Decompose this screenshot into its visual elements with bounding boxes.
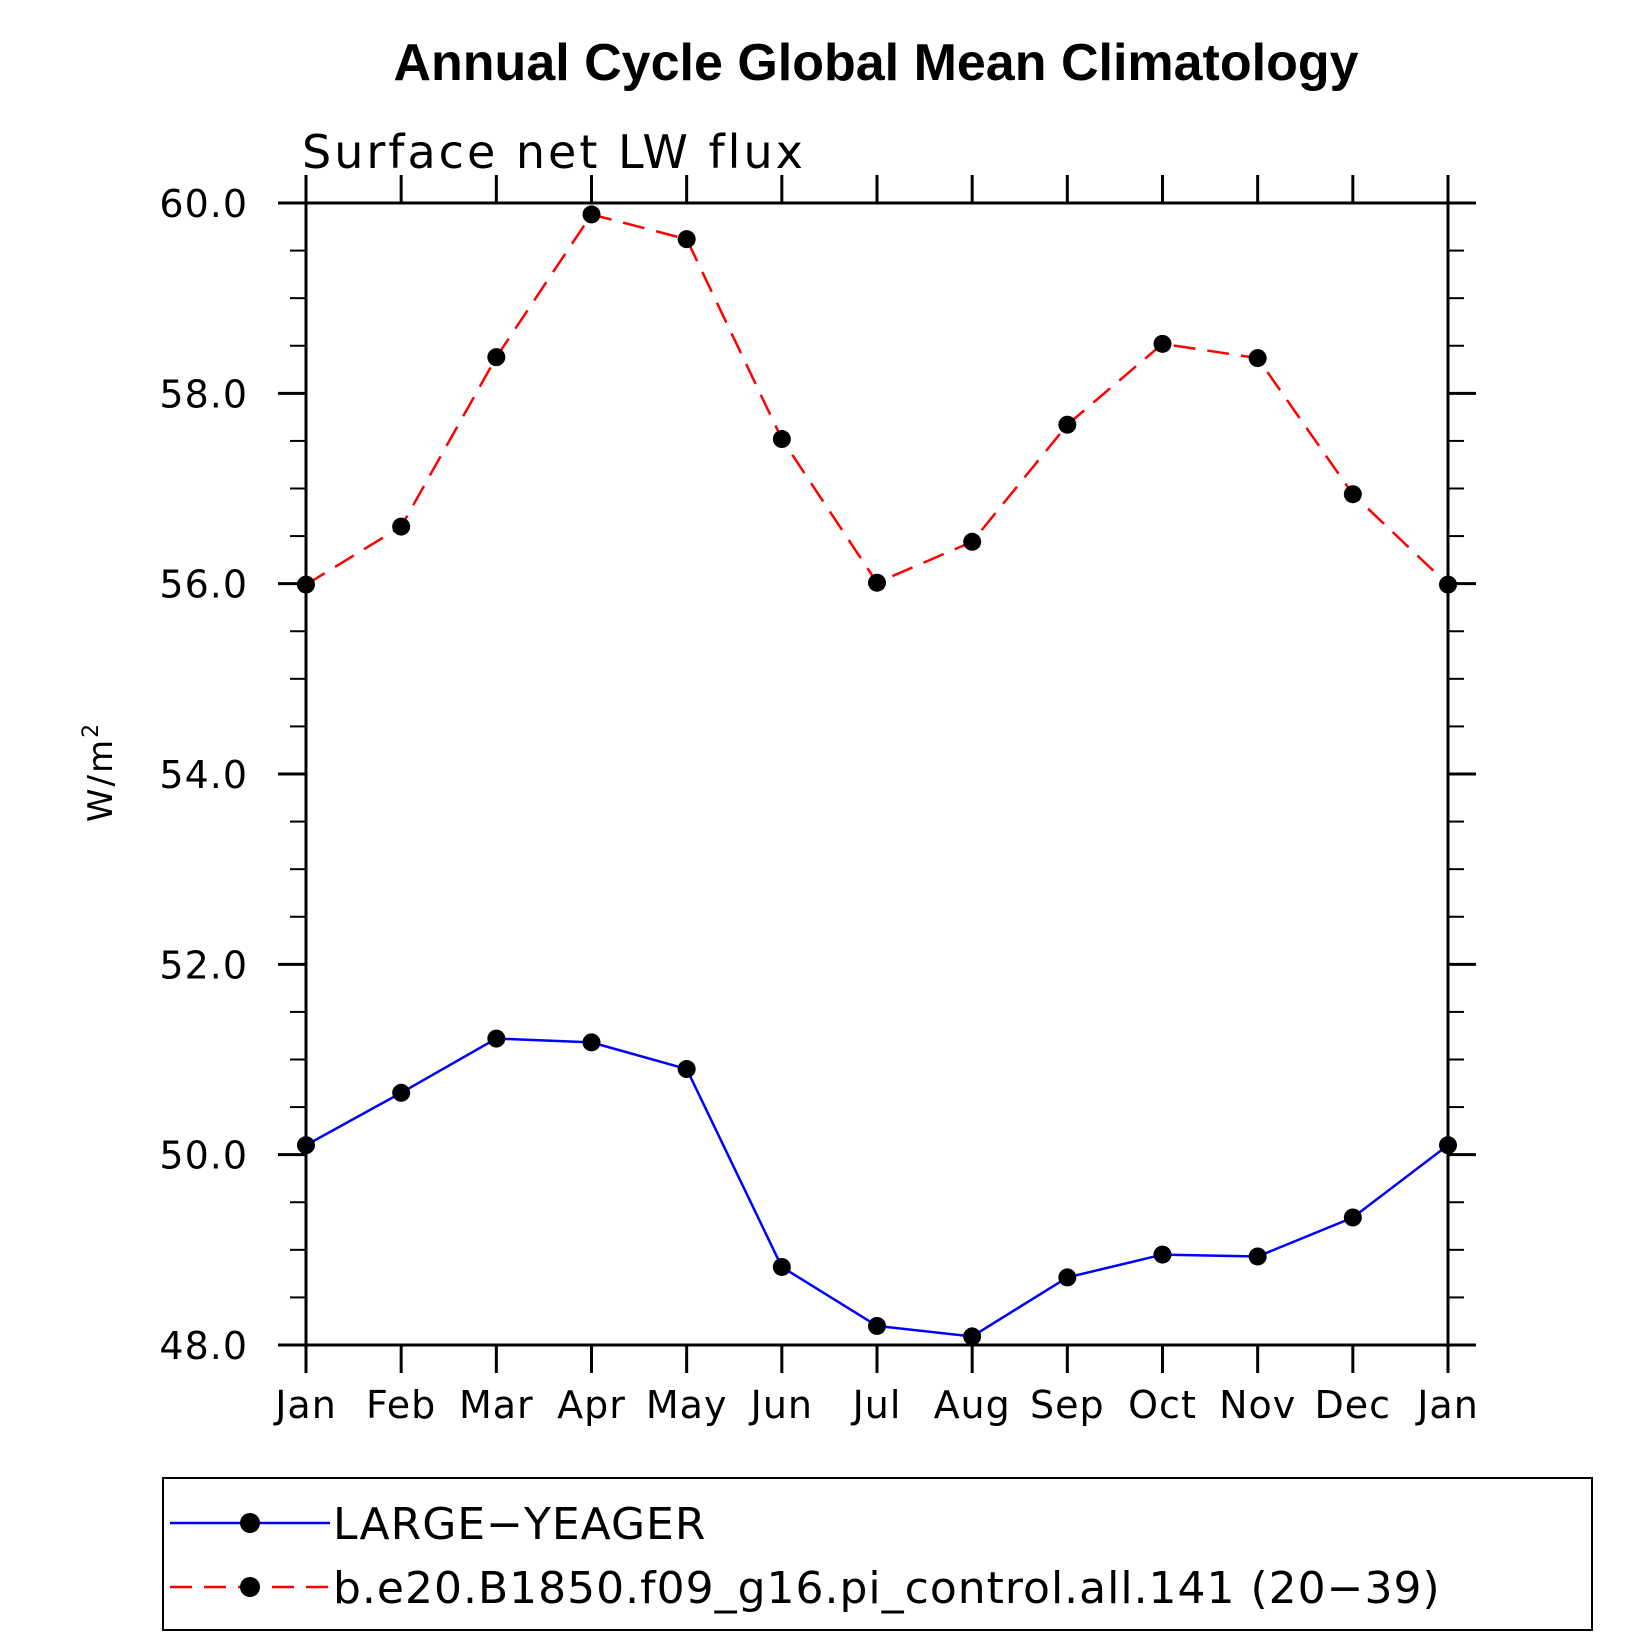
x-tick-label: Sep bbox=[1030, 1383, 1105, 1427]
series-lines bbox=[305, 212, 1449, 1338]
data-markers bbox=[297, 205, 1457, 1346]
x-tick-label: May bbox=[646, 1383, 728, 1427]
data-point bbox=[1153, 334, 1172, 353]
data-point bbox=[963, 532, 982, 551]
chart-subtitle: Surface net LW flux bbox=[302, 125, 806, 179]
data-point bbox=[868, 1316, 886, 1335]
data-point bbox=[1058, 415, 1077, 434]
data-point bbox=[1153, 1245, 1172, 1264]
x-tick-label: Feb bbox=[366, 1383, 436, 1427]
y-tick-label: 56.0 bbox=[159, 563, 248, 607]
x-tick-label: Dec bbox=[1315, 1383, 1392, 1427]
x-tick-label: Jul bbox=[851, 1383, 902, 1427]
chart-title: Annual Cycle Global Mean Climatology bbox=[393, 34, 1358, 92]
y-tick-label: 50.0 bbox=[159, 1134, 248, 1178]
data-point bbox=[963, 1327, 982, 1346]
data-point bbox=[1248, 349, 1267, 368]
legend-marker bbox=[240, 1577, 260, 1597]
x-tick-label: Jun bbox=[749, 1383, 813, 1427]
y-tick-label: 54.0 bbox=[159, 753, 248, 797]
legend-label: LARGE−YEAGER bbox=[333, 1499, 706, 1550]
data-point bbox=[1343, 1208, 1362, 1227]
plot-frame bbox=[304, 201, 1450, 1347]
x-tick-label: Jan bbox=[273, 1383, 337, 1427]
data-point bbox=[677, 1060, 696, 1079]
y-tick-label: 48.0 bbox=[159, 1324, 248, 1368]
x-tick-label: Aug bbox=[934, 1383, 1011, 1427]
y-tick-label: 58.0 bbox=[159, 372, 248, 416]
series-line-1 bbox=[305, 212, 1449, 586]
series-line-0 bbox=[305, 1037, 1449, 1338]
legend-marker bbox=[240, 1513, 260, 1533]
data-point bbox=[868, 573, 886, 592]
data-point bbox=[392, 517, 411, 536]
x-tick-label: Jan bbox=[1415, 1383, 1479, 1427]
y-tick-label: 52.0 bbox=[159, 943, 248, 987]
legend-box bbox=[162, 1477, 1593, 1631]
axis-ticks bbox=[278, 175, 1476, 1373]
data-point bbox=[1248, 1247, 1267, 1266]
legend-label: b.e20.B1850.f09_g16.pi_control.all.141 (… bbox=[333, 1563, 1441, 1614]
x-tick-label: Mar bbox=[459, 1383, 534, 1427]
legend: LARGE−YEAGER b.e20.B1850.f09_g16.pi_contr… bbox=[162, 1477, 1593, 1631]
data-point bbox=[392, 1083, 411, 1102]
x-tick-label: Apr bbox=[557, 1383, 626, 1427]
data-point bbox=[582, 205, 601, 224]
data-point bbox=[1058, 1268, 1077, 1287]
y-axis-label: W/m2 bbox=[79, 722, 121, 822]
data-point bbox=[487, 348, 506, 367]
data-point bbox=[487, 1029, 506, 1048]
x-tick-label: Nov bbox=[1219, 1383, 1296, 1427]
x-tick-label: Oct bbox=[1128, 1383, 1197, 1427]
data-point bbox=[772, 1257, 791, 1276]
y-tick-label: 60.0 bbox=[159, 182, 248, 226]
data-point bbox=[677, 230, 696, 249]
legend-items: LARGE−YEAGER b.e20.B1850.f09_g16.pi_contr… bbox=[170, 1499, 1441, 1614]
axis-tick-labels: Jan Feb Mar Apr May Jun Jul Aug Sep Oct Nov Dec Jan 4… bbox=[159, 182, 1479, 1427]
data-point bbox=[582, 1033, 601, 1052]
data-point bbox=[772, 430, 791, 449]
data-point bbox=[1343, 485, 1362, 504]
